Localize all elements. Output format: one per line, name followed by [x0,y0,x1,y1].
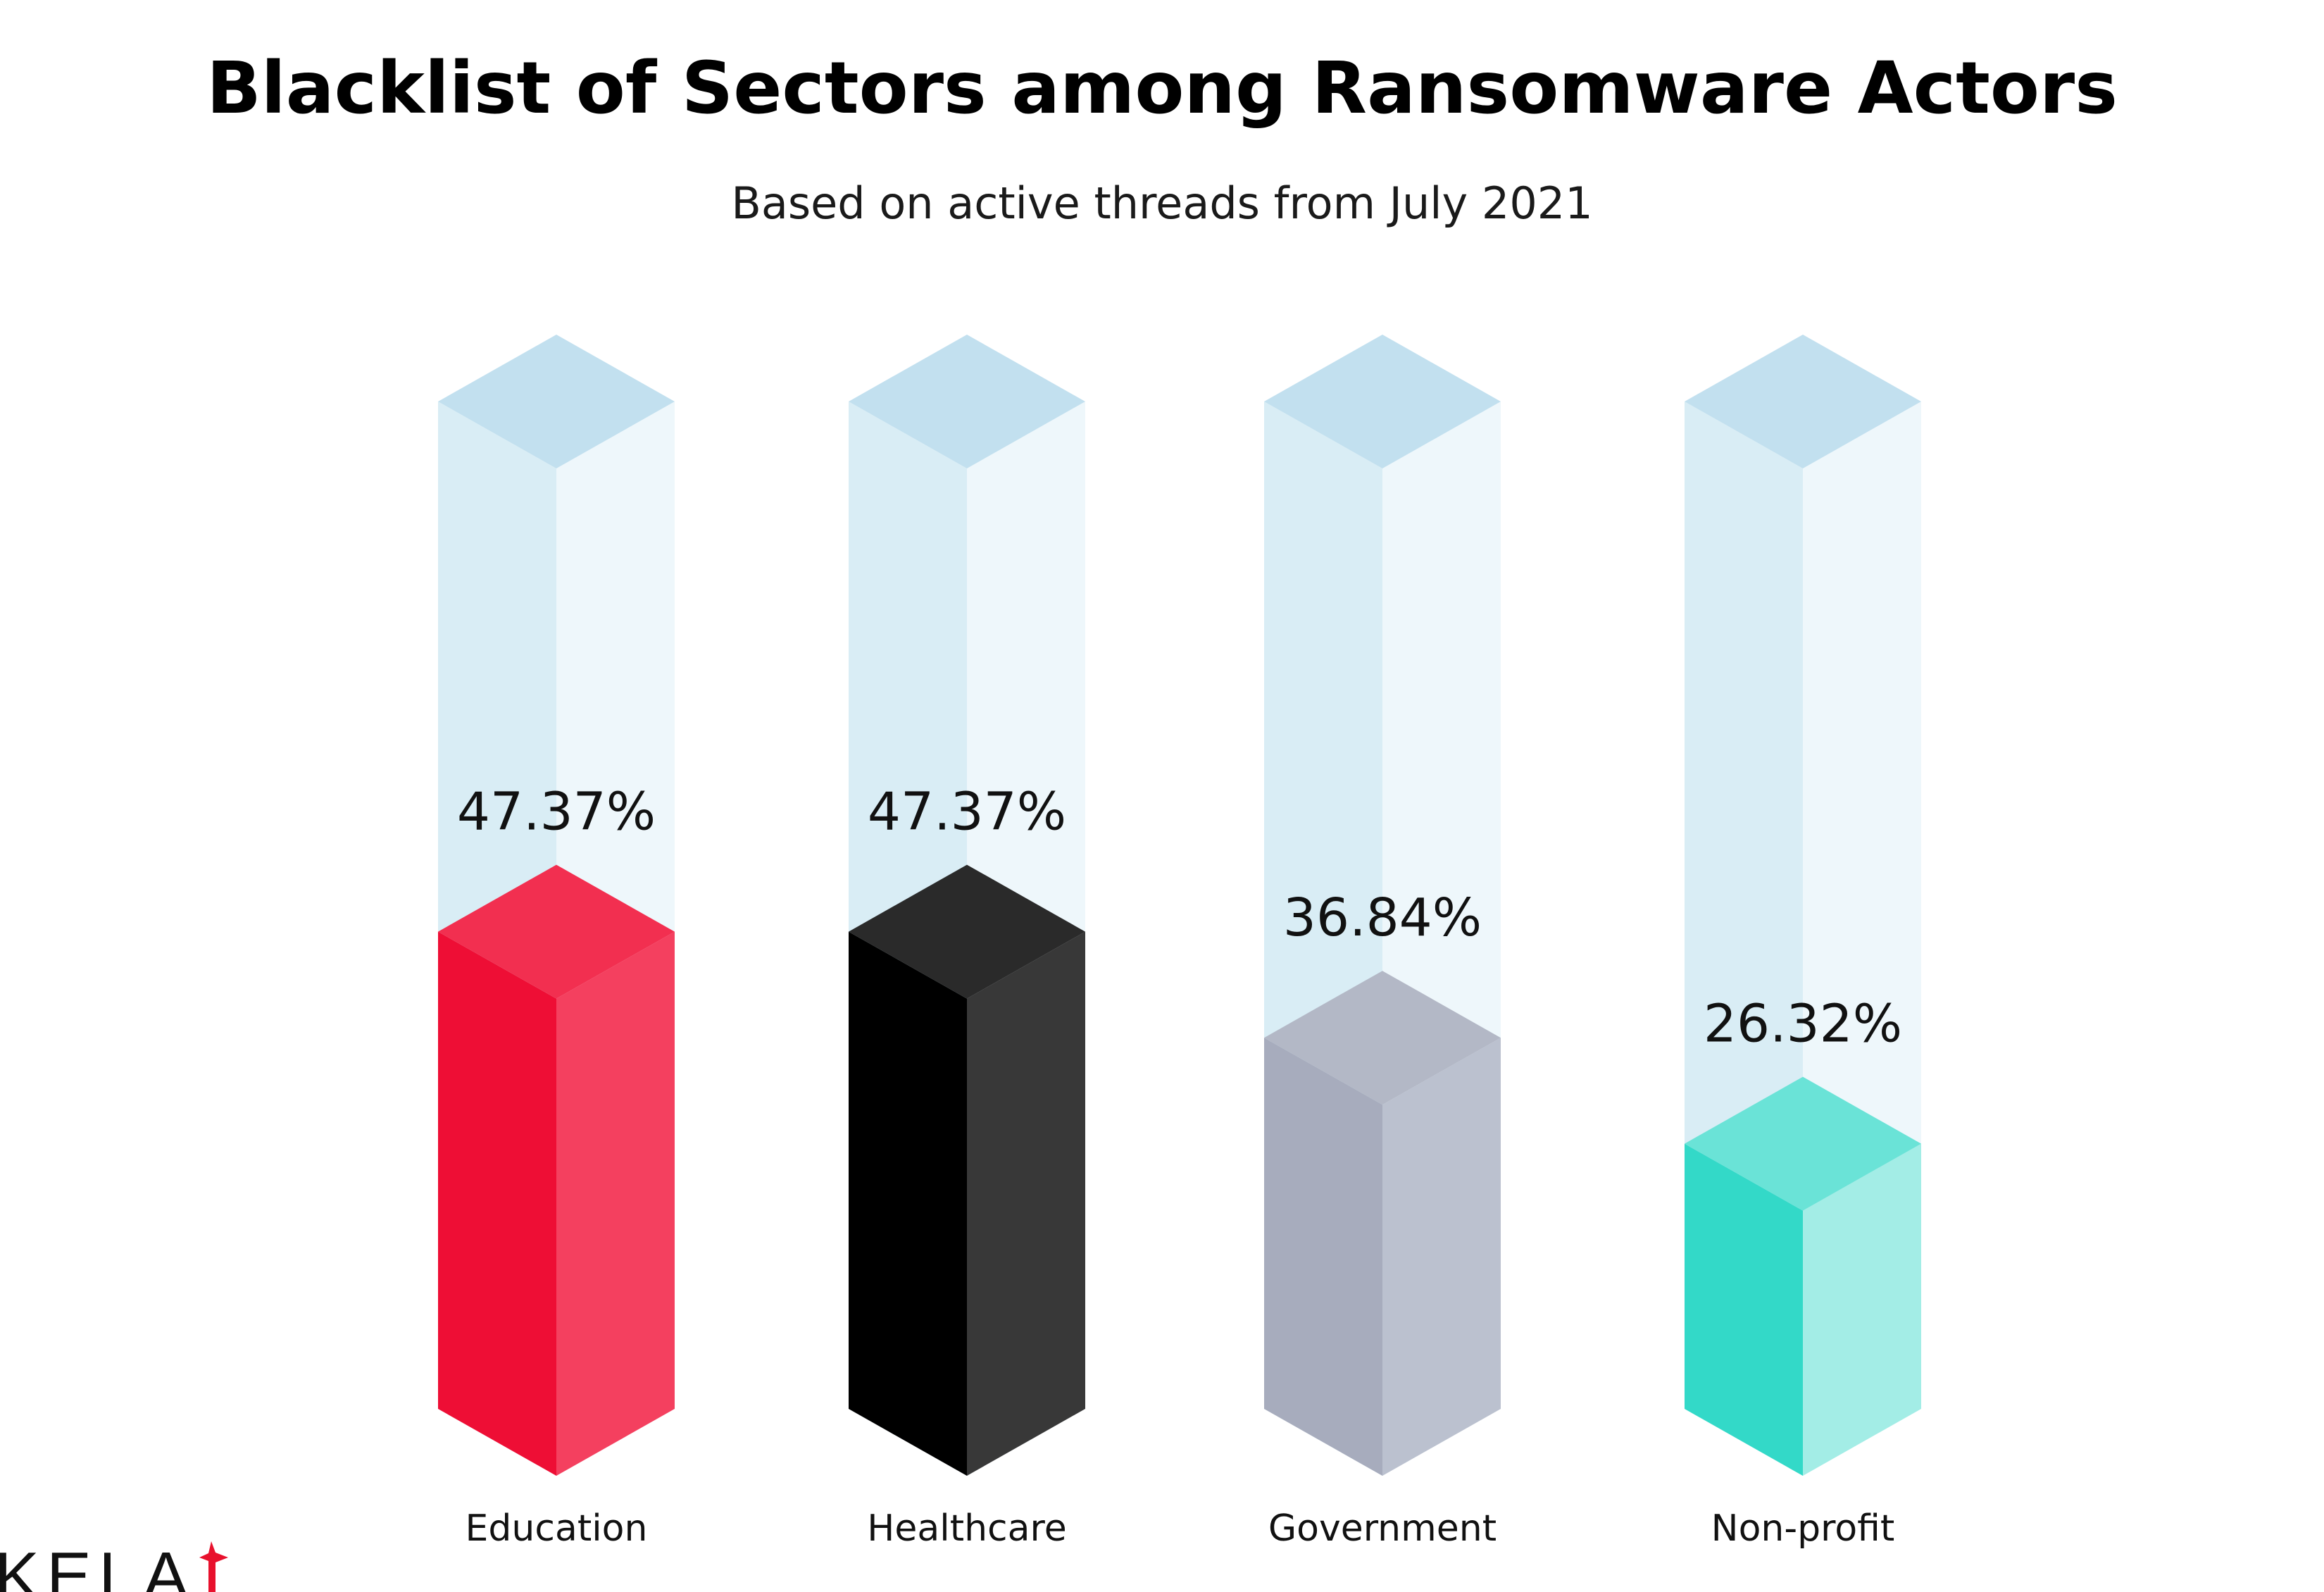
category-label-non-profit: Non-profit [1711,1507,1895,1550]
bar-right-face-government [1382,1038,1501,1476]
bar-non-profit: 26.32% Non-profit [1685,335,1921,1550]
logo-text: KELA [0,1538,195,1592]
bar-top-face-education [438,864,675,999]
bar-left-face-education [438,931,556,1476]
category-label-government: Government [1268,1507,1497,1550]
bar-healthcare: 47.37% Healthcare [849,335,1085,1550]
value-label-government: 36.84% [1283,888,1482,948]
bar-right-face-healthcare [967,931,1085,1476]
chart-title: Blacklist of Sectors among Ransomware Ac… [206,46,2118,130]
value-label-healthcare: 47.37% [868,782,1066,842]
track-top-face-education [438,335,675,468]
bar-top-face-healthcare [849,864,1085,999]
bar-left-face-healthcare [849,931,967,1476]
logo-accent-mark [199,1541,228,1592]
category-label-healthcare: Healthcare [867,1507,1066,1550]
track-top-face-government [1264,335,1501,468]
bar-top-face-government [1264,971,1501,1105]
track-top-face-non-profit [1685,335,1921,468]
bar-education: 47.37% Education [438,335,675,1550]
value-label-non-profit: 26.32% [1704,994,1902,1055]
bar-government: 36.84% Government [1264,335,1501,1550]
value-label-education: 47.37% [457,782,656,842]
bar-top-face-non-profit [1685,1076,1921,1211]
category-label-education: Education [466,1507,648,1550]
bar-left-face-non-profit [1685,1143,1803,1476]
bar-left-face-government [1264,1038,1382,1476]
chart-subtitle: Based on active threads from July 2021 [731,178,1592,229]
track-top-face-healthcare [849,335,1085,468]
bar-right-face-non-profit [1803,1143,1921,1476]
bar-right-face-education [556,931,675,1476]
bars-group: 47.37% Education 47.37% Healthcare 36.84% Gov… [438,335,1921,1550]
kela-logo: KELA [0,1538,228,1592]
